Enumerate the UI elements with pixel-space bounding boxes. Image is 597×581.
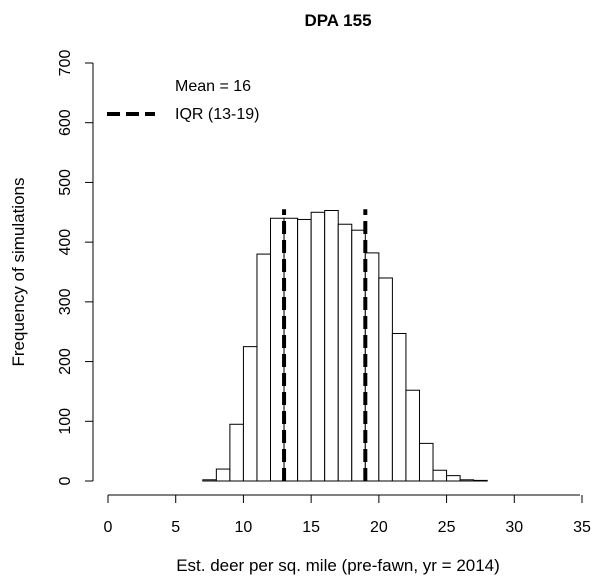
histogram-bar (283, 217, 299, 482)
iqr-lines (282, 209, 368, 481)
histogram-bar (459, 479, 475, 482)
y-tick-label: 0 (57, 476, 74, 485)
histogram-bar (418, 442, 434, 482)
y-tick-label: 300 (57, 288, 74, 315)
histogram-bar (256, 253, 272, 482)
x-tick-label: 5 (171, 519, 180, 536)
y-tick-label: 100 (57, 408, 74, 435)
histogram-bar (473, 479, 488, 482)
x-tick-label: 10 (235, 519, 253, 536)
x-axis-label: Est. deer per sq. mile (pre-fawn, yr = 2… (176, 556, 500, 575)
legend-entry-mean: Mean = 16 (175, 78, 251, 95)
x-axis-ticks: 0 5 10 15 20 25 30 35 (104, 495, 591, 536)
x-tick-label: 35 (573, 519, 591, 536)
histogram-bar (202, 479, 217, 482)
x-tick-label: 20 (370, 519, 388, 536)
histogram-bar (270, 217, 285, 482)
x-tick-label: 15 (302, 519, 320, 536)
histogram-bars (202, 209, 488, 482)
y-axis-ticks: 0 100 200 300 400 500 600 700 (57, 50, 93, 485)
y-tick-label: 500 (57, 169, 74, 196)
chart-title: DPA 155 (304, 11, 371, 30)
histogram-bar (297, 218, 312, 482)
histogram-bar (229, 423, 244, 482)
histogram-bar (351, 229, 366, 482)
legend: Mean = 16 IQR (13-19) (107, 78, 259, 123)
x-tick-label: 0 (104, 519, 113, 536)
y-tick-label: 600 (57, 109, 74, 136)
histogram-bar (324, 209, 339, 482)
histogram-bar (432, 469, 448, 482)
histogram-bar (215, 468, 231, 482)
histogram-bar (391, 333, 407, 482)
x-tick-label: 30 (505, 519, 523, 536)
x-tick-label: 25 (438, 519, 456, 536)
y-tick-label: 400 (57, 229, 74, 256)
histogram-bar (378, 277, 393, 482)
histogram-bar (364, 252, 380, 482)
legend-entry-iqr: IQR (13-19) (175, 106, 259, 123)
y-axis-label: Frequency of simulations (9, 178, 28, 367)
y-tick-label: 200 (57, 348, 74, 375)
histogram-bar (337, 223, 353, 482)
histogram-bar (310, 211, 326, 482)
histogram-bar (242, 346, 258, 482)
histogram-bar (446, 475, 461, 482)
y-tick-label: 700 (57, 50, 74, 77)
histogram-bar (405, 389, 420, 482)
